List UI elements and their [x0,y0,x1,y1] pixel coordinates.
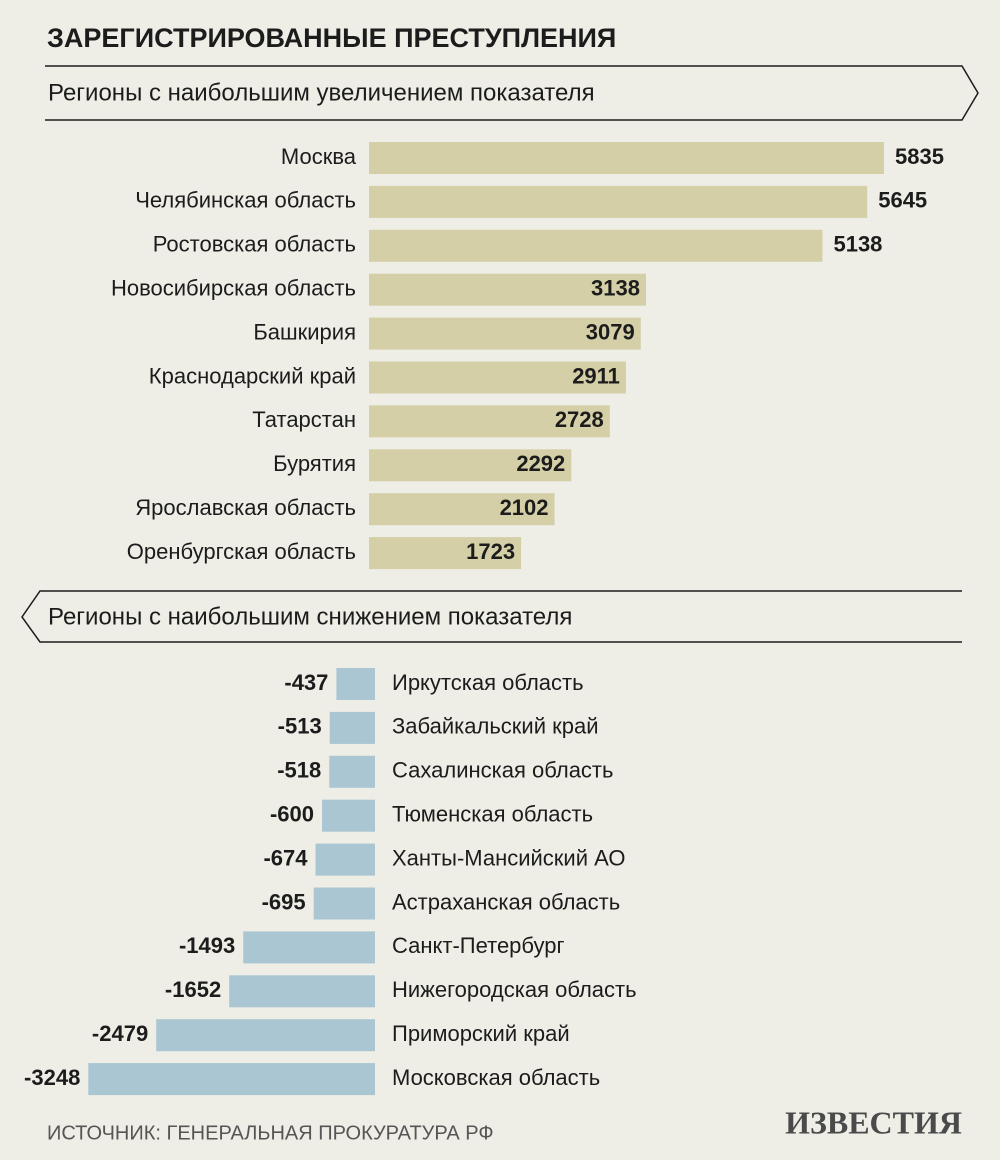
source: ИСТОЧНИК: ГЕНЕРАЛЬНАЯ ПРОКУРАТУРА РФ [47,1122,494,1144]
bar [156,1019,375,1052]
value-label: -600 [270,802,314,827]
value-label: -2479 [92,1021,148,1046]
bar [369,273,646,306]
section-frame [21,590,962,643]
value-label: -695 [262,889,306,914]
value-label: 2911 [572,363,620,388]
value-label: -513 [278,714,322,739]
bars: Москва 5835 Челябинская область 5645 Ростовс… [24,142,944,1096]
value-label: 1723 [466,539,515,564]
bar [369,493,555,526]
main-title: ЗАРЕГИСТРИРОВАННЫЕ ПРЕСТУПЛЕНИЯ [47,23,616,53]
category-label: Челябинская область [135,188,356,213]
category-label: Приморский край [392,1021,570,1046]
bar [369,229,823,262]
category-label: Забайкальский край [392,714,599,739]
category-label: Астраханская область [392,889,620,914]
category-label: Тюменская область [392,802,593,827]
value-label: -674 [263,845,308,870]
category-label: Новосибирская область [111,276,356,301]
category-label: Краснодарский край [149,363,356,388]
value-label: 3079 [586,319,635,344]
bar [329,755,375,788]
value-label: -518 [277,758,321,783]
value-label: 2728 [555,407,604,432]
value-label: -1652 [165,977,221,1002]
category-label: Бурятия [273,451,356,476]
category-label: Татарстан [252,407,356,432]
value-label: 2292 [516,451,565,476]
section-title: Регионы с наибольшим снижением показател… [48,603,572,630]
bar [329,711,375,744]
bar [369,449,572,482]
category-label: Ростовская область [153,232,356,257]
bar [315,843,375,876]
category-label: Ярославская область [135,495,356,520]
section-frame [45,65,979,121]
bar [369,317,641,350]
bar [313,887,375,920]
bar [369,142,884,174]
value-label: 2102 [500,495,549,520]
value-label: -1493 [179,933,235,958]
category-label: Москва [281,144,357,169]
bar [369,185,868,218]
category-label: Башкирия [253,319,356,344]
bar [369,405,610,438]
bar [322,799,375,832]
section-title: Регионы с наибольшим увеличением показат… [48,79,595,106]
bar [336,668,375,700]
bar [369,537,522,570]
bar [229,975,375,1008]
category-label: Ханты-Мансийский АО [392,845,625,870]
value-label: 3138 [591,276,640,301]
category-label: Оренбургская область [127,539,356,564]
value-label: -437 [284,670,328,695]
value-label: 5645 [878,188,927,213]
bar [243,931,375,964]
value-label: 5835 [895,144,944,169]
category-label: Иркутская область [392,670,584,695]
category-label: Санкт-Петербург [392,933,565,958]
value-label: -3248 [24,1065,80,1090]
logo: ИЗВЕСТИЯ [785,1104,962,1140]
category-label: Нижегородская область [392,977,637,1002]
category-label: Сахалинская область [392,758,613,783]
category-label: Московская область [392,1065,600,1090]
value-label: 5138 [833,232,882,257]
bar [88,1063,376,1096]
bar [369,361,626,394]
